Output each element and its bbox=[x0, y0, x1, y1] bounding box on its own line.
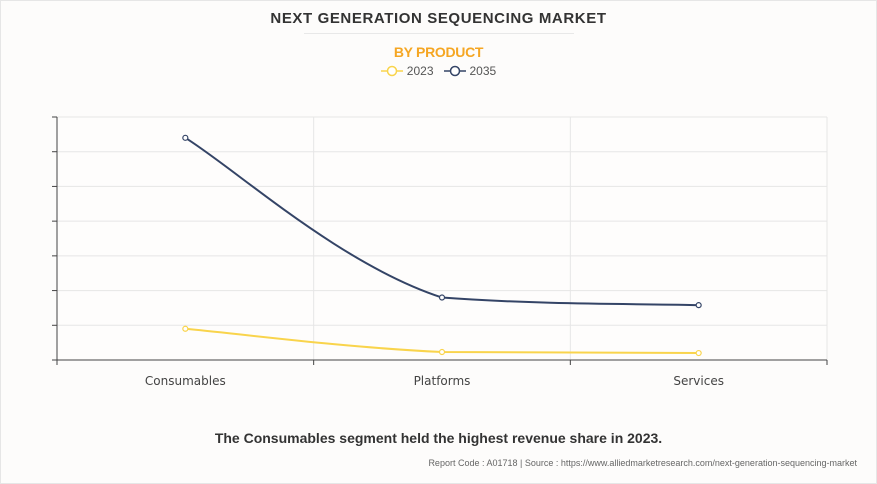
x-tick-label: Services bbox=[673, 374, 724, 388]
legend: 2023 2035 bbox=[0, 64, 877, 78]
line-chart: Consumables Platforms Services bbox=[52, 116, 828, 388]
legend-label-2035: 2035 bbox=[469, 64, 497, 78]
plot-area bbox=[57, 117, 827, 360]
data-point-2035 bbox=[695, 302, 702, 309]
chart-caption: The Consumables segment held the highest… bbox=[214, 430, 663, 446]
source-note: Report Code : A01718 | Source : https://… bbox=[428, 458, 857, 468]
legend-item-2035[interactable]: 2035 bbox=[443, 64, 497, 78]
legend-marker-2023-icon bbox=[380, 65, 403, 77]
legend-marker-2035-icon bbox=[443, 65, 466, 77]
chart-subtitle: BY PRODUCT bbox=[393, 44, 484, 60]
data-point-2023 bbox=[182, 325, 189, 332]
title-divider bbox=[304, 33, 574, 34]
data-point-2035 bbox=[182, 134, 189, 141]
data-point-2023 bbox=[438, 348, 446, 356]
data-point-2023 bbox=[695, 349, 702, 357]
legend-label-2023: 2023 bbox=[406, 64, 434, 78]
legend-item-2023[interactable]: 2023 bbox=[380, 64, 434, 78]
chart-title: NEXT GENERATION SEQUENCING MARKET bbox=[270, 10, 607, 27]
x-tick-label: Platforms bbox=[414, 374, 471, 388]
x-tick-label: Consumables bbox=[145, 374, 226, 388]
data-point-2035 bbox=[438, 294, 446, 301]
